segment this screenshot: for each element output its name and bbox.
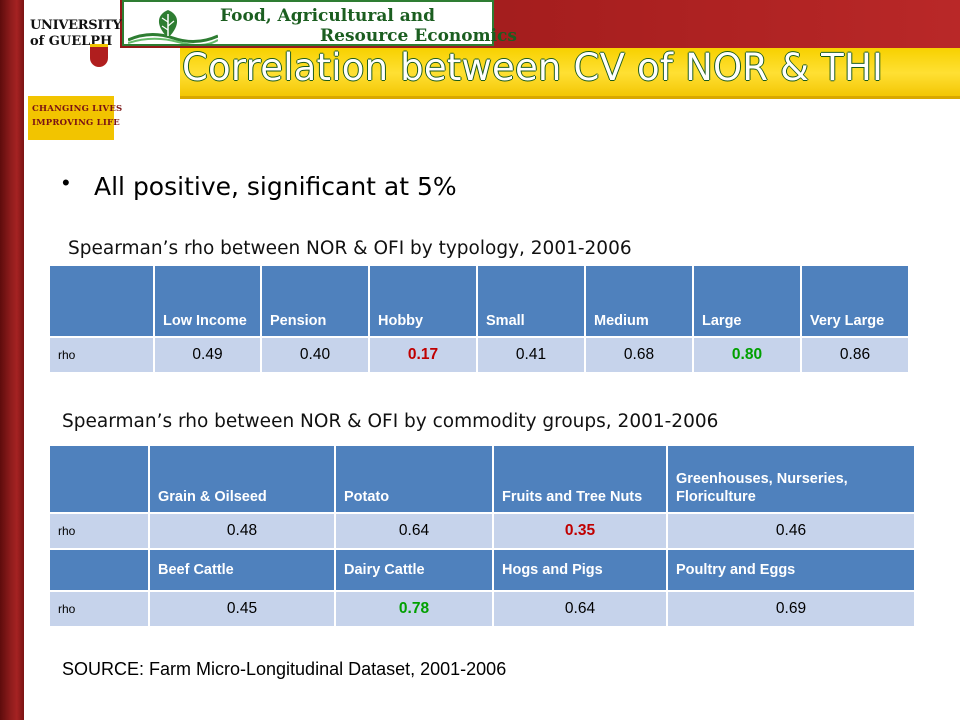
table-cell: 0.64 (492, 590, 668, 628)
table1-caption: Spearman’s rho between NOR & OFI by typo… (68, 238, 632, 259)
left-decorative-bar (0, 0, 24, 720)
header-cell: Large (692, 264, 802, 338)
commodity-table: Grain & Oilseed Potato Fruits and Tree N… (48, 444, 916, 628)
table-row: rho 0.45 0.78 0.64 0.69 (48, 590, 916, 628)
department-name-line2: Resource Economics (320, 26, 517, 46)
header-cell: Very Large (800, 264, 910, 338)
table-cell: 0.48 (148, 512, 336, 550)
corner-cell (48, 444, 150, 514)
row-label: rho (48, 590, 150, 628)
department-name-line1: Food, Agricultural and (220, 6, 436, 26)
slide-title: Correlation between CV of NOR & THI (182, 46, 884, 89)
field-wave-icon (128, 33, 218, 44)
row-label: rho (48, 336, 155, 374)
university-logo: UNIVERSITY of GUELPH (30, 18, 122, 70)
table-cell: 0.46 (666, 512, 916, 550)
table2-caption: Spearman’s rho between NOR & OFI by comm… (62, 411, 719, 432)
table-cell: 0.68 (584, 336, 694, 374)
table-cell-highlight: 0.17 (368, 336, 478, 374)
tagline-line1: CHANGING LIVES (32, 104, 123, 114)
table-cell: 0.86 (800, 336, 910, 374)
header-cell: Beef Cattle (148, 548, 336, 592)
header-cell: Greenhouses, Nurseries, Floriculture (666, 444, 916, 514)
title-strip-shadow (180, 96, 960, 99)
tagline-box: CHANGING LIVES IMPROVING LIFE (28, 96, 122, 140)
leaf-icon (158, 10, 178, 38)
tagline-line2: IMPROVING LIFE (32, 118, 120, 128)
header-cell: Hobby (368, 264, 478, 338)
university-name: UNIVERSITY (30, 18, 122, 33)
header-cell: Grain & Oilseed (148, 444, 336, 514)
shield-icon (90, 44, 108, 67)
table-cell-highlight: 0.35 (492, 512, 668, 550)
header-cell: Medium (584, 264, 694, 338)
typology-table: Low Income Pension Hobby Small Medium La… (48, 264, 910, 374)
table-row: rho 0.49 0.40 0.17 0.41 0.68 0.80 0.86 (48, 336, 910, 374)
header-cell: Low Income (153, 264, 262, 338)
table-cell-highlight: 0.78 (334, 590, 494, 628)
row-label: rho (48, 512, 150, 550)
corner-cell (48, 548, 150, 592)
header-cell: Hogs and Pigs (492, 548, 668, 592)
header-cell: Pension (260, 264, 370, 338)
header-cell: Poultry and Eggs (666, 548, 916, 592)
table-header-row: Beef Cattle Dairy Cattle Hogs and Pigs P… (48, 548, 916, 592)
source-note: SOURCE: Farm Micro-Longitudinal Dataset,… (62, 659, 507, 679)
title-strip (180, 48, 960, 98)
table-cell: 0.69 (666, 590, 916, 628)
bullet-text: All positive, significant at 5% (94, 172, 457, 201)
table-header-row: Low Income Pension Hobby Small Medium La… (48, 264, 910, 338)
table-cell: 0.49 (153, 336, 262, 374)
bullet-icon: • (62, 170, 70, 195)
header-cell: Fruits and Tree Nuts (492, 444, 668, 514)
table-cell: 0.64 (334, 512, 494, 550)
header-cell: Potato (334, 444, 494, 514)
department-logo: Food, Agricultural and Resource Economic… (122, 0, 517, 46)
header-cell: Dairy Cattle (334, 548, 494, 592)
corner-cell (48, 264, 155, 338)
table-cell: 0.41 (476, 336, 586, 374)
table-row: rho 0.48 0.64 0.35 0.46 (48, 512, 916, 550)
table-cell: 0.45 (148, 590, 336, 628)
table-cell-highlight: 0.80 (692, 336, 802, 374)
header-cell: Small (476, 264, 586, 338)
table-cell: 0.40 (260, 336, 370, 374)
table-header-row: Grain & Oilseed Potato Fruits and Tree N… (48, 444, 916, 514)
